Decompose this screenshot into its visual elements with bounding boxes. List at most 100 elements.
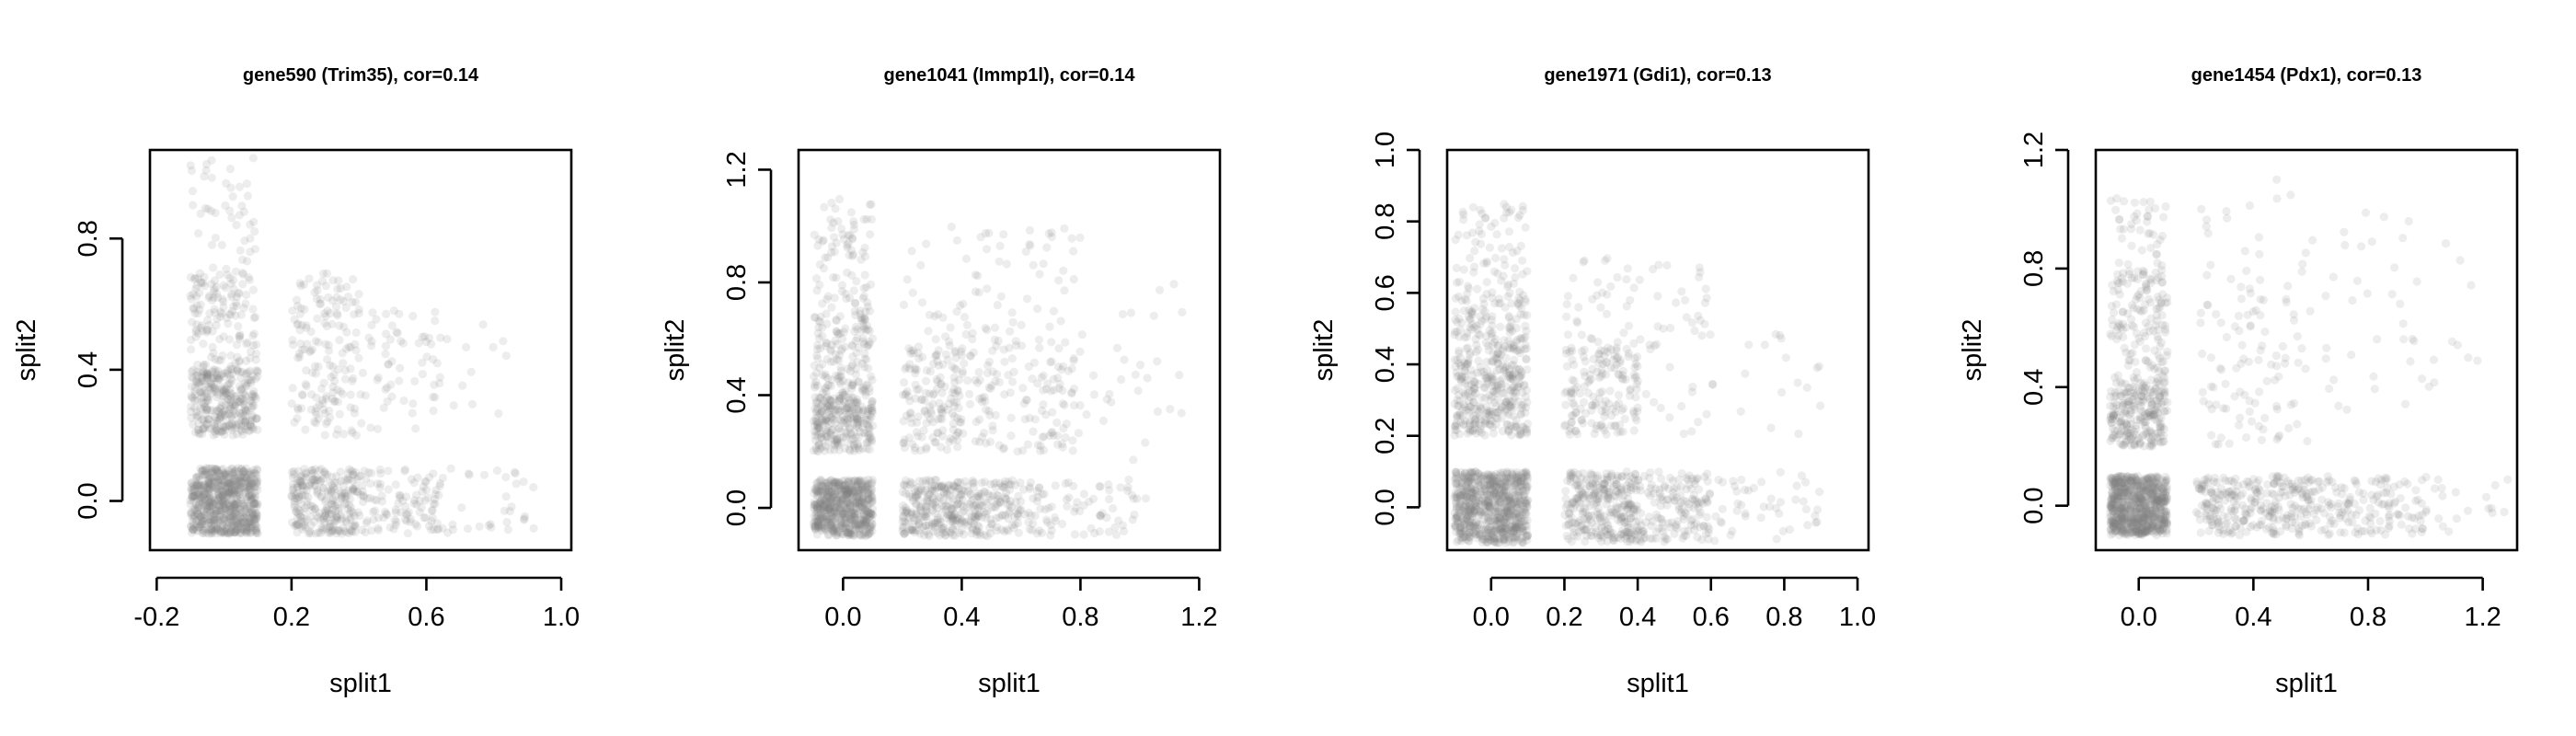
data-point xyxy=(848,352,857,362)
data-point xyxy=(201,360,211,370)
data-point xyxy=(512,479,521,489)
data-point xyxy=(994,336,1003,346)
data-point xyxy=(1459,507,1469,516)
data-point xyxy=(203,477,213,486)
data-point xyxy=(351,328,361,338)
data-point xyxy=(205,475,214,484)
data-point xyxy=(213,495,223,504)
data-point xyxy=(228,480,237,489)
data-point xyxy=(244,477,253,488)
data-point xyxy=(316,384,327,394)
data-point xyxy=(1470,420,1479,429)
data-point xyxy=(1051,481,1060,490)
data-point xyxy=(821,512,830,522)
data-point xyxy=(213,515,222,525)
data-point xyxy=(1522,354,1531,363)
data-point xyxy=(228,519,237,528)
data-point xyxy=(209,483,218,492)
data-point xyxy=(449,401,458,410)
data-point xyxy=(221,486,231,495)
data-point xyxy=(985,529,995,538)
data-point xyxy=(208,406,217,415)
data-point xyxy=(346,503,356,512)
data-point xyxy=(422,485,431,495)
data-point xyxy=(192,360,202,370)
data-point xyxy=(1098,416,1108,425)
data-point xyxy=(398,339,408,348)
data-point xyxy=(233,478,242,488)
data-point xyxy=(218,497,227,506)
data-point xyxy=(236,465,247,474)
data-point xyxy=(227,485,236,494)
data-point xyxy=(233,521,242,530)
data-point xyxy=(827,303,836,312)
data-point xyxy=(230,473,239,482)
data-point xyxy=(232,509,241,519)
data-point xyxy=(1069,401,1079,410)
data-point xyxy=(945,437,954,446)
data-point xyxy=(221,201,230,211)
data-point xyxy=(192,473,201,482)
data-point xyxy=(208,499,217,508)
data-point xyxy=(1477,367,1486,376)
data-point xyxy=(245,501,254,511)
data-point xyxy=(207,206,216,215)
data-point xyxy=(431,486,441,495)
data-point xyxy=(197,278,206,287)
data-point xyxy=(1045,431,1054,441)
data-point xyxy=(993,301,1002,310)
data-point xyxy=(247,483,256,492)
y-tick-label: 0.4 xyxy=(74,351,103,388)
data-point xyxy=(224,319,233,328)
data-point xyxy=(908,346,918,355)
data-point xyxy=(323,417,332,426)
data-point xyxy=(346,390,355,399)
data-point xyxy=(252,474,261,483)
data-point xyxy=(328,296,338,305)
data-point xyxy=(832,273,841,282)
data-point xyxy=(221,509,230,519)
data-point xyxy=(192,480,201,489)
data-point xyxy=(1017,341,1027,351)
data-point xyxy=(1050,512,1060,523)
data-point xyxy=(852,399,861,408)
data-point xyxy=(235,520,244,529)
data-point xyxy=(234,288,243,297)
data-point xyxy=(1470,521,1479,530)
data-point xyxy=(1068,436,1077,445)
data-point xyxy=(1133,386,1143,396)
data-point xyxy=(213,487,223,496)
data-point xyxy=(221,500,230,510)
data-point xyxy=(991,410,1000,420)
data-point xyxy=(901,390,910,399)
data-point xyxy=(207,517,216,526)
data-point xyxy=(213,525,223,535)
data-point xyxy=(214,507,224,516)
data-point xyxy=(252,339,261,350)
y-tick-label: 0.8 xyxy=(722,264,752,301)
data-point xyxy=(929,519,939,528)
data-point xyxy=(960,519,969,528)
data-point xyxy=(823,374,833,383)
data-point xyxy=(196,494,205,503)
data-point xyxy=(837,224,846,234)
data-point xyxy=(1130,510,1139,520)
data-point xyxy=(207,466,216,477)
data-point xyxy=(853,325,862,334)
data-point xyxy=(243,512,252,521)
data-point xyxy=(298,491,307,500)
data-point xyxy=(856,306,865,316)
data-point xyxy=(224,489,234,498)
data-point xyxy=(215,335,224,344)
data-point xyxy=(899,378,909,387)
data-point xyxy=(841,428,851,437)
data-point xyxy=(821,253,830,262)
data-point xyxy=(196,464,205,474)
data-point xyxy=(328,276,338,285)
data-point xyxy=(973,512,983,521)
data-point xyxy=(235,504,245,513)
data-point xyxy=(484,521,493,530)
data-point xyxy=(1110,523,1120,533)
data-point xyxy=(1120,526,1129,536)
data-point xyxy=(242,495,251,504)
